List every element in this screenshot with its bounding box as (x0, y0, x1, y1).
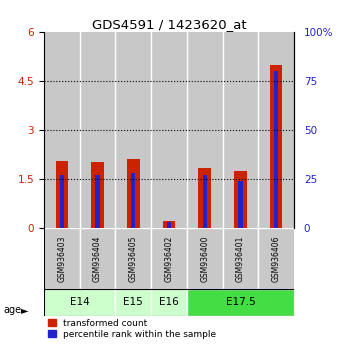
Bar (44, 32, 80, 228)
Bar (187, 32, 223, 228)
Bar (151, 32, 187, 228)
Text: E14: E14 (70, 297, 90, 308)
Bar (167, 222, 171, 228)
Bar (91, 162, 104, 228)
Bar (127, 159, 140, 228)
Bar (223, 32, 258, 228)
Bar (223, 228, 258, 289)
Legend: transformed count, percentile rank within the sample: transformed count, percentile rank withi… (48, 319, 216, 339)
Text: E16: E16 (159, 297, 179, 308)
Bar (80, 32, 115, 228)
Text: GSM936400: GSM936400 (200, 235, 209, 282)
Bar (234, 171, 247, 228)
Text: age: age (3, 305, 22, 315)
Bar (198, 169, 211, 228)
Bar (151, 289, 187, 316)
Bar (270, 64, 283, 228)
Bar (163, 221, 175, 228)
Bar (115, 289, 151, 316)
Text: ►: ► (21, 305, 28, 315)
Title: GDS4591 / 1423620_at: GDS4591 / 1423620_at (92, 18, 246, 31)
Bar (274, 71, 278, 228)
Bar (238, 181, 243, 228)
Bar (115, 32, 151, 228)
Bar (151, 228, 187, 289)
Text: GSM936404: GSM936404 (93, 235, 102, 282)
Bar (44, 289, 115, 316)
Text: GSM936405: GSM936405 (129, 235, 138, 282)
Bar (115, 228, 151, 289)
Text: E15: E15 (123, 297, 143, 308)
Bar (131, 173, 136, 228)
Bar (55, 161, 68, 228)
Text: E17.5: E17.5 (225, 297, 255, 308)
Text: GSM936401: GSM936401 (236, 235, 245, 282)
Bar (80, 228, 115, 289)
Bar (202, 175, 207, 228)
Bar (258, 32, 294, 228)
Bar (187, 228, 223, 289)
Bar (258, 228, 294, 289)
Bar (44, 228, 80, 289)
Text: GSM936403: GSM936403 (57, 235, 66, 282)
Bar (95, 175, 100, 228)
Text: GSM936402: GSM936402 (165, 235, 173, 282)
Text: GSM936406: GSM936406 (272, 235, 281, 282)
Bar (60, 175, 64, 228)
Bar (187, 289, 294, 316)
